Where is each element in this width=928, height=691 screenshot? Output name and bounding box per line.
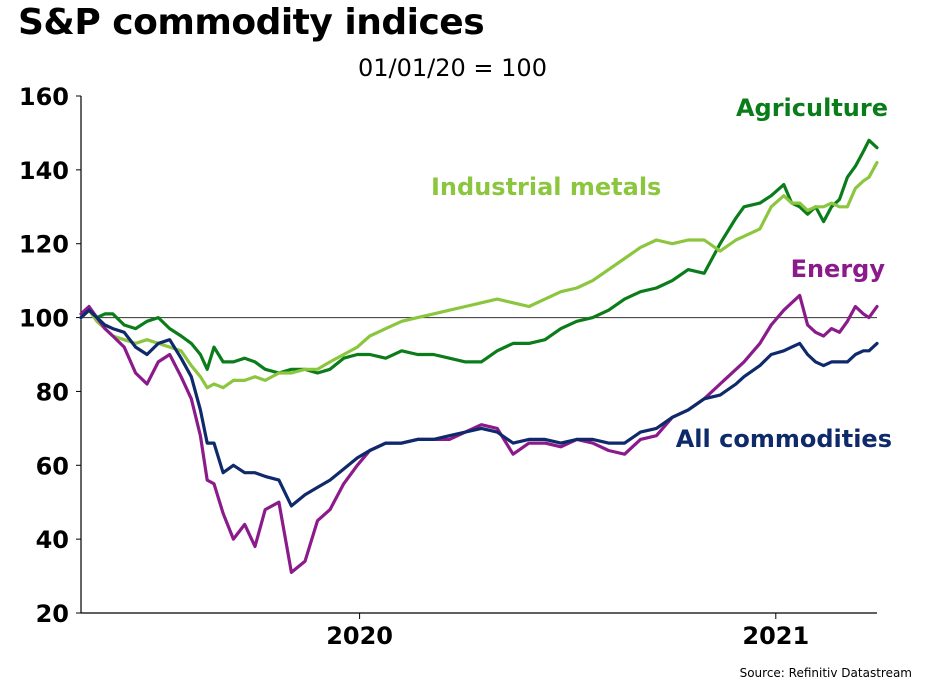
x-axis-ticks: 2020 2021	[326, 613, 809, 650]
series-label-industrial-metals: Industrial metals	[431, 173, 661, 201]
y-tick-label: 120	[19, 231, 69, 259]
chart-subtitle: 01/01/20 = 100	[358, 54, 547, 82]
y-axis-ticks: 20 40 60 80 100 120 140 160	[19, 83, 81, 628]
chart-title: S&P commodity indices	[18, 2, 485, 43]
y-tick-label: 20	[36, 600, 69, 628]
series-label-agriculture: Agriculture	[736, 94, 888, 122]
y-tick-label: 80	[36, 378, 69, 406]
y-tick-label: 60	[36, 452, 69, 480]
series-lines	[79, 138, 879, 574]
series-label-all-commodities: All commodities	[676, 425, 892, 453]
y-tick-label: 160	[19, 83, 69, 111]
series-label-energy: Energy	[791, 255, 886, 283]
y-tick-label: 40	[36, 526, 69, 554]
y-tick-label: 100	[19, 305, 69, 333]
y-tick-label: 140	[19, 157, 69, 185]
x-tick-label: 2020	[326, 622, 393, 650]
x-tick-label: 2021	[742, 622, 809, 650]
series-line-industrial-metals	[79, 160, 879, 390]
source-note: Source: Refinitiv Datastream	[739, 666, 912, 680]
series-line-all-commodities	[79, 308, 879, 508]
series-labels: Agriculture Industrial metals Energy All co…	[431, 94, 892, 453]
